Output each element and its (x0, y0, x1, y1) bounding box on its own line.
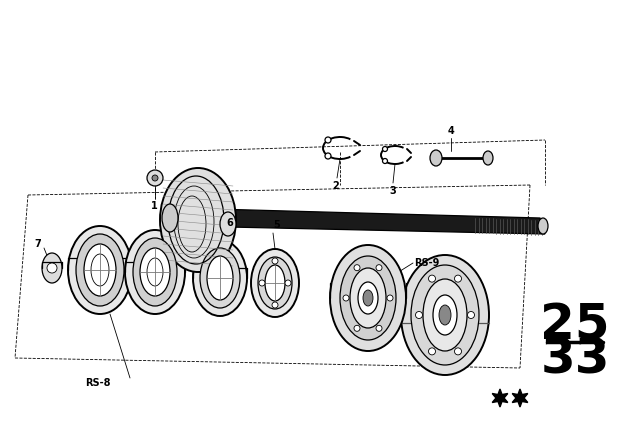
Ellipse shape (193, 240, 247, 316)
Text: 33: 33 (540, 336, 610, 384)
Text: 5: 5 (273, 220, 280, 230)
Circle shape (387, 295, 393, 301)
Ellipse shape (423, 279, 467, 351)
Ellipse shape (401, 255, 489, 375)
Text: 3: 3 (389, 186, 396, 196)
Ellipse shape (340, 256, 396, 340)
Ellipse shape (251, 249, 299, 317)
Ellipse shape (258, 257, 292, 309)
Circle shape (429, 275, 435, 282)
Ellipse shape (125, 230, 185, 314)
Text: 25: 25 (540, 301, 610, 349)
Circle shape (354, 325, 360, 332)
Ellipse shape (133, 238, 177, 306)
Circle shape (343, 295, 349, 301)
Circle shape (325, 153, 331, 159)
Circle shape (354, 265, 360, 271)
Circle shape (47, 263, 57, 273)
Ellipse shape (330, 245, 406, 351)
Circle shape (383, 159, 387, 164)
Ellipse shape (483, 151, 493, 165)
Text: 7: 7 (34, 239, 41, 249)
Ellipse shape (207, 256, 233, 300)
Text: 4: 4 (448, 126, 455, 136)
Circle shape (147, 170, 163, 186)
Ellipse shape (363, 290, 373, 306)
Circle shape (272, 258, 278, 264)
Polygon shape (512, 389, 528, 407)
Circle shape (272, 302, 278, 308)
Ellipse shape (140, 248, 170, 296)
Circle shape (415, 311, 422, 319)
Circle shape (325, 137, 331, 143)
Circle shape (454, 275, 461, 282)
Text: 1: 1 (151, 201, 157, 211)
Ellipse shape (538, 218, 548, 234)
Ellipse shape (84, 244, 116, 296)
Text: 2: 2 (332, 181, 339, 191)
Circle shape (454, 348, 461, 355)
Ellipse shape (68, 226, 132, 314)
Text: 6: 6 (226, 218, 233, 228)
Text: RS-9: RS-9 (414, 258, 440, 268)
Ellipse shape (358, 282, 378, 314)
Ellipse shape (265, 265, 285, 301)
Ellipse shape (76, 234, 124, 306)
Polygon shape (492, 389, 508, 407)
Ellipse shape (160, 168, 236, 272)
Ellipse shape (439, 305, 451, 325)
Ellipse shape (200, 248, 240, 308)
Circle shape (376, 265, 382, 271)
Ellipse shape (430, 150, 442, 166)
Circle shape (429, 348, 435, 355)
Ellipse shape (42, 253, 62, 283)
Ellipse shape (350, 268, 386, 328)
Circle shape (376, 325, 382, 332)
Ellipse shape (220, 212, 236, 236)
Circle shape (152, 175, 158, 181)
Circle shape (285, 280, 291, 286)
Ellipse shape (162, 204, 178, 232)
Circle shape (383, 146, 387, 151)
Circle shape (467, 311, 474, 319)
Ellipse shape (411, 265, 479, 365)
Circle shape (259, 280, 265, 286)
Polygon shape (178, 208, 545, 234)
Ellipse shape (433, 295, 457, 335)
Text: RS-8: RS-8 (85, 378, 111, 388)
